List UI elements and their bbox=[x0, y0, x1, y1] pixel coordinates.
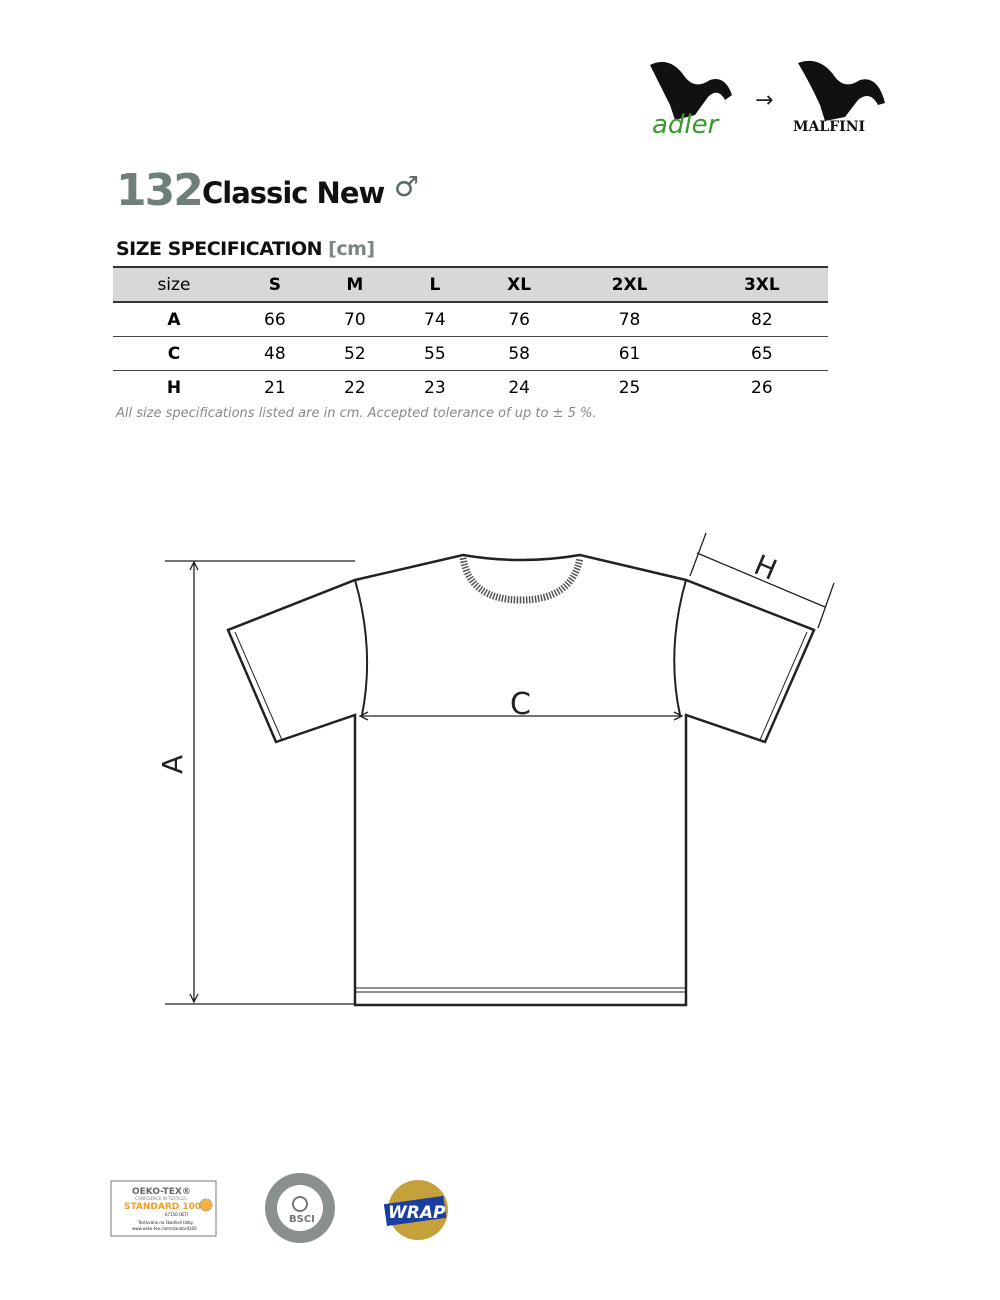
tshirt-diagram: A C H bbox=[156, 532, 835, 1007]
cell-value: 70 bbox=[344, 309, 366, 330]
cell-value: 82 bbox=[751, 309, 773, 330]
cell-value: 74 bbox=[424, 309, 446, 330]
cell-value: 78 bbox=[618, 309, 641, 330]
cell-value: 52 bbox=[344, 343, 366, 364]
label-h: H bbox=[749, 548, 781, 587]
header-cell: S bbox=[268, 274, 281, 295]
product-name: Classic New bbox=[202, 176, 385, 210]
cell-value: 26 bbox=[751, 377, 773, 398]
label-c: C bbox=[510, 687, 531, 722]
arrow-icon: → bbox=[755, 88, 773, 113]
svg-text:www.oeko-tex.com/standard100: www.oeko-tex.com/standard100 bbox=[132, 1226, 197, 1231]
svg-text:CONFIDENCE IN TEXTILES: CONFIDENCE IN TEXTILES bbox=[135, 1196, 187, 1201]
cell-value: 23 bbox=[424, 377, 446, 398]
row-label: H bbox=[166, 377, 182, 398]
svg-text:OEKO-TEX®: OEKO-TEX® bbox=[132, 1187, 191, 1197]
header-cell: size bbox=[157, 274, 191, 295]
cell-value: 25 bbox=[618, 377, 641, 398]
header-cell: XL bbox=[507, 274, 532, 295]
section-title: SIZE SPECIFICATION [cm] bbox=[116, 238, 375, 260]
header-cell: M bbox=[346, 274, 364, 295]
cell-value: 61 bbox=[618, 343, 641, 364]
cell-value: 58 bbox=[508, 343, 530, 364]
cell-value: 55 bbox=[424, 343, 446, 364]
size-table: size S M L XL 2XL 3XL A 66 70 74 76 78 82 C 48 52… bbox=[113, 266, 828, 404]
spec-unit: [cm] bbox=[328, 238, 375, 260]
label-a: A bbox=[156, 755, 189, 774]
dimension-c bbox=[358, 711, 684, 721]
svg-text:67150 OETI: 67150 OETI bbox=[165, 1212, 188, 1217]
header-cell: L bbox=[429, 274, 441, 295]
male-icon: ♂ bbox=[394, 170, 420, 203]
svg-text:STANDARD 100: STANDARD 100 bbox=[124, 1202, 201, 1212]
certification-logos: OEKO-TEX® CONFIDENCE IN TEXTILES STANDAR… bbox=[110, 1173, 448, 1243]
table-header-row: size S M L XL 2XL 3XL bbox=[113, 267, 828, 302]
adler-logo-text: adler bbox=[652, 110, 721, 140]
dimension-h bbox=[689, 532, 835, 629]
row-label: A bbox=[167, 309, 181, 330]
cell-value: 76 bbox=[508, 309, 530, 330]
tolerance-note: All size specifications listed are in cm… bbox=[116, 406, 597, 421]
table-row: H 21 22 23 24 25 26 bbox=[113, 371, 828, 405]
cell-value: 65 bbox=[751, 343, 773, 364]
cell-value: 24 bbox=[508, 377, 530, 398]
oeko-tex-logo: OEKO-TEX® CONFIDENCE IN TEXTILES STANDAR… bbox=[110, 1180, 217, 1237]
malfini-logo-text: MALFINI bbox=[793, 119, 865, 135]
cell-value: 22 bbox=[344, 377, 366, 398]
dimension-a bbox=[165, 560, 355, 1005]
table-row: A 66 70 74 76 78 82 bbox=[113, 302, 828, 337]
cell-value: 66 bbox=[264, 309, 286, 330]
brand-logos: adler → MALFINI bbox=[650, 60, 885, 140]
row-label: C bbox=[167, 343, 181, 364]
wrap-logo: WRAP bbox=[383, 1180, 448, 1240]
collar bbox=[459, 557, 584, 604]
cell-value: 48 bbox=[264, 343, 286, 364]
table-row: C 48 52 55 58 61 65 bbox=[113, 337, 828, 371]
tshirt-outline bbox=[226, 553, 816, 1007]
header-cell: 3XL bbox=[743, 274, 780, 295]
bsci-logo: BSCI bbox=[265, 1173, 335, 1243]
cell-value: 21 bbox=[264, 377, 286, 398]
malfini-eagle-icon bbox=[798, 60, 885, 121]
header-cell: 2XL bbox=[611, 274, 648, 295]
svg-text:WRAP: WRAP bbox=[388, 1203, 446, 1223]
adler-eagle-icon bbox=[650, 61, 732, 120]
product-number: 132 bbox=[116, 165, 204, 216]
svg-text:Testováno na škodlivé látky.: Testováno na škodlivé látky. bbox=[137, 1220, 194, 1225]
svg-text:BSCI: BSCI bbox=[289, 1214, 315, 1225]
spec-title: SIZE SPECIFICATION bbox=[116, 238, 323, 260]
